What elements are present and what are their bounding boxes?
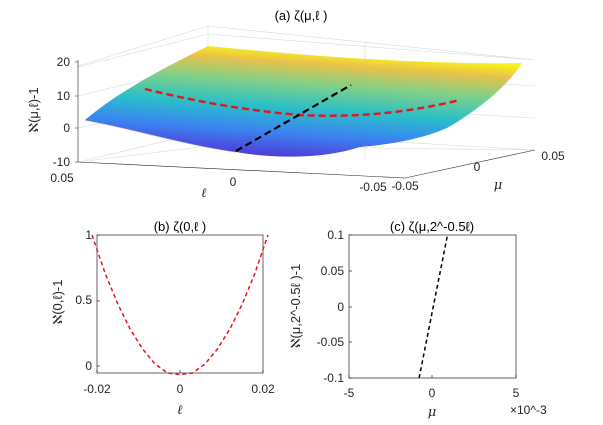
panel-b-frame: [96, 234, 264, 374]
b-ytick-0: 0: [85, 359, 92, 373]
surface-front-edge: [84, 119, 237, 153]
z-tick-neg10: -10: [53, 155, 71, 169]
panel-b-ticks: [96, 234, 264, 373]
x-tick-0.05: 0.05: [50, 171, 74, 185]
c-ytick-0: 0: [337, 300, 344, 314]
c-ytick-0.05: 0.05: [321, 264, 345, 278]
c-xtick-5: 5: [513, 386, 520, 400]
c-ylabel: ℵ(μ,2^-0.5ℓ )-1: [288, 264, 303, 349]
panel-c-frame: [348, 234, 517, 379]
b-xtick-neg0.02: -0.02: [83, 382, 111, 396]
x-tick-neg0.05: -0.05: [359, 180, 387, 194]
z-tick-marks: [75, 61, 78, 163]
x-axis-label-ell: ℓ: [201, 186, 207, 201]
red-dashed-curve-3d: [144, 87, 461, 117]
b-red-dashed-line: [91, 234, 269, 376]
b-xlabel: ℓ: [177, 403, 183, 418]
c-ytick-neg0.05: -0.05: [317, 335, 345, 349]
c-black-dashed-line: [418, 234, 449, 379]
panel-a-title: (a) ζ(μ,ℓ ): [275, 8, 328, 23]
c-xlabel: μ: [428, 405, 436, 420]
b-ytick-0.5: 0.5: [75, 293, 92, 307]
panel-c-title: (c) ζ(μ,2^-0.5ℓ): [390, 219, 474, 234]
panel-a: (a) ζ(μ,ℓ ) 20 10 0 -10 ℵ(μ,ℓ)-1 0.05 0 …: [26, 8, 565, 201]
c-x-multiplier: ×10^-3: [510, 403, 547, 417]
panel-b: (b) ζ(0,ℓ ) 1 0.5 0 -0.02 0 0.02 ℓ ℵ(0,ℓ…: [50, 219, 275, 418]
z-tick-20: 20: [57, 55, 71, 69]
z-tick-10: 10: [57, 89, 71, 103]
panel-c-ticks: [348, 234, 517, 379]
b-xtick-0: 0: [177, 382, 184, 396]
b-xtick-0.02: 0.02: [251, 382, 275, 396]
b-ytick-1: 1: [85, 228, 92, 242]
panel-c: (c) ζ(μ,2^-0.5ℓ) 0.1 0.05 0 -0.05 -0.1 -…: [288, 219, 547, 420]
c-xtick-neg5: -5: [344, 386, 355, 400]
c-xtick-0: 0: [429, 386, 436, 400]
y-axis-label-mu: μ: [494, 178, 502, 193]
y-tick-0.05: 0.05: [541, 149, 565, 163]
c-ytick-0.1: 0.1: [327, 228, 344, 242]
surface: [85, 46, 522, 157]
y-tick-0: 0: [474, 160, 481, 174]
black-dashed-curve-3d: [235, 84, 352, 152]
c-ytick-neg0.1: -0.1: [323, 371, 344, 385]
x-tick-0: 0: [230, 175, 237, 189]
y-tick-neg0.05: -0.05: [391, 179, 419, 193]
z-tick-0: 0: [63, 121, 70, 135]
b-ylabel: ℵ(0,ℓ)-1: [50, 280, 65, 325]
panel-b-title: (b) ζ(0,ℓ ): [154, 219, 207, 234]
axes-3d-front: [77, 60, 536, 179]
z-axis-label: ℵ(μ,ℓ)-1: [26, 87, 41, 132]
